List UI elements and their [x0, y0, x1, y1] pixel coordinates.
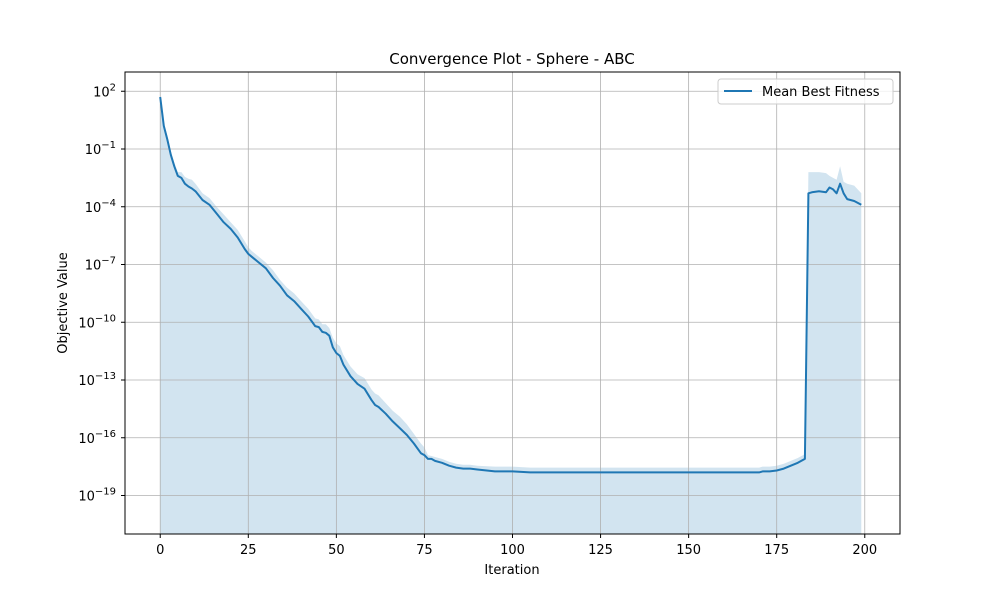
legend-entry: Mean Best Fitness	[762, 85, 880, 100]
x-tick-label: 100	[500, 543, 525, 558]
x-tick-label: 75	[416, 543, 433, 558]
y-tick-label: 10−7	[85, 256, 116, 274]
y-tick-label: 102	[93, 82, 116, 100]
grid-layer	[125, 72, 900, 534]
x-tick-label: 125	[588, 543, 613, 558]
y-tick-label: 10−13	[78, 371, 116, 389]
y-tick-label: 10−10	[78, 313, 116, 331]
std-band	[160, 96, 862, 534]
y-tick-label: 10−16	[78, 429, 116, 447]
line-layer	[159, 96, 862, 474]
x-tick-label: 50	[328, 543, 345, 558]
x-tick-label: 0	[156, 543, 164, 558]
x-axis-ticks: 0 25 50 75 100 125 150 175 200	[156, 534, 877, 558]
chart-title: Convergence Plot - Sphere - ABC	[389, 50, 634, 68]
series-line-0	[159, 96, 862, 474]
legend-box	[717, 78, 894, 105]
legend: Mean Best Fitness	[717, 78, 894, 105]
x-tick-label: 150	[676, 543, 701, 558]
band-layer	[160, 96, 862, 534]
x-tick-label: 200	[852, 543, 877, 558]
y-tick-label: 10−1	[85, 140, 116, 158]
x-tick-label: 25	[240, 543, 257, 558]
y-tick-label: 10−4	[85, 198, 116, 216]
x-tick-label: 175	[764, 543, 789, 558]
x-axis-label: Iteration	[484, 563, 539, 578]
y-axis-ticks: 102 10−1 10−4 10−7 10−10 10−13 10−16 10−19	[78, 82, 125, 505]
y-axis-label: Objective Value	[56, 252, 71, 353]
y-tick-label: 10−19	[78, 487, 116, 505]
